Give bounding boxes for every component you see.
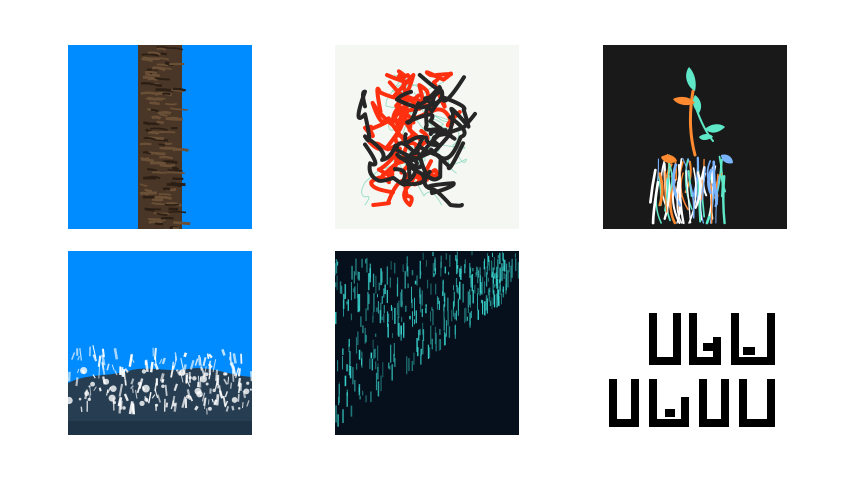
wave-foam	[68, 345, 252, 415]
scribble-artwork	[335, 45, 519, 229]
trunk	[138, 45, 182, 229]
ocean-wave-tile[interactable]	[68, 251, 252, 435]
glyph-row-top	[649, 313, 775, 365]
bark-texture	[139, 46, 191, 229]
plant-figure-artwork	[603, 45, 787, 229]
scribble-tile[interactable]	[335, 45, 519, 229]
rain-lines-artwork	[335, 251, 519, 435]
night-background	[335, 251, 519, 435]
pixel-glyphs-artwork	[603, 251, 787, 435]
rain-lines-tile[interactable]	[335, 251, 519, 435]
rain-streaks	[335, 251, 519, 427]
pixel-glyphs-tile[interactable]	[603, 251, 787, 435]
ocean-wave-artwork	[68, 251, 252, 435]
tree-trunk-artwork	[68, 45, 252, 229]
leaves	[661, 67, 733, 164]
figure-strokes	[649, 89, 727, 225]
scribble-strokes	[356, 69, 477, 208]
plant-figure-tile[interactable]	[603, 45, 787, 229]
glyph-row-bottom	[609, 379, 775, 427]
tree-trunk-tile[interactable]	[68, 45, 252, 229]
deep-water	[68, 421, 252, 435]
